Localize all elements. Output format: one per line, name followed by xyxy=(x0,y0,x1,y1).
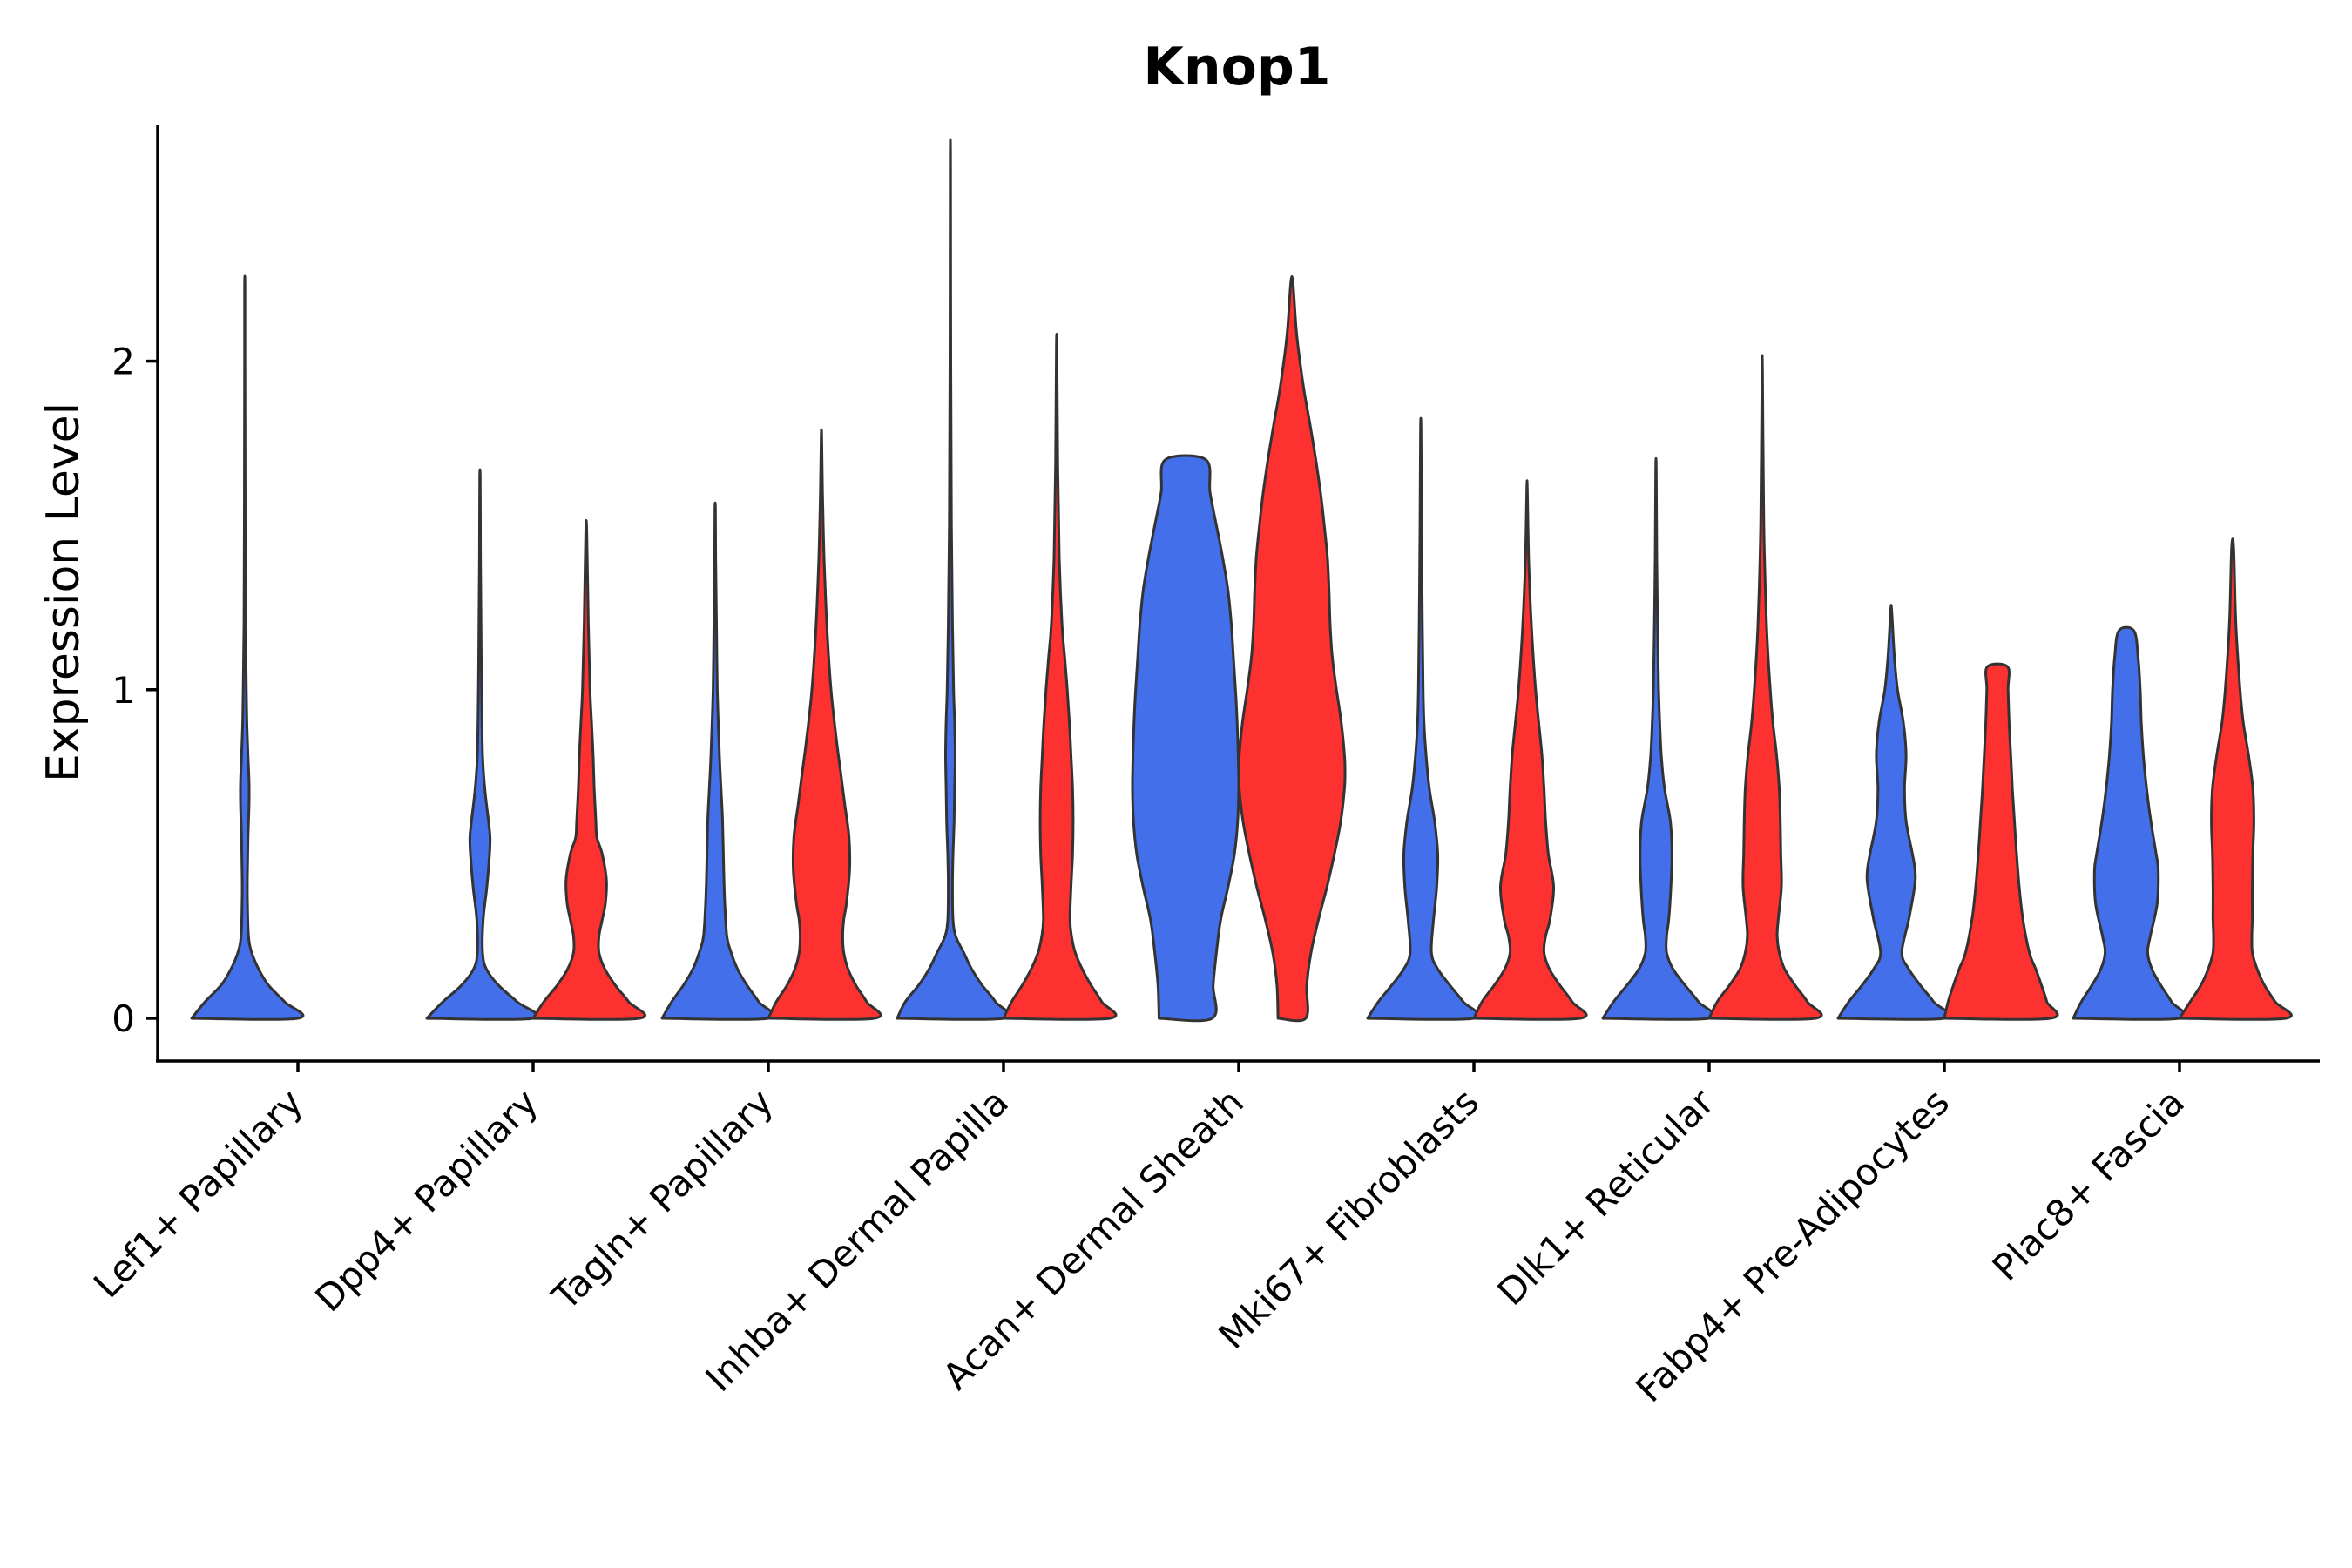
violin-dpp4-papillary-group-1 xyxy=(425,468,539,1021)
y-axis-ticks: 0 1 2 xyxy=(112,341,158,1040)
violin-fabp4-pre-adipocytes-group-1 xyxy=(1836,604,1951,1021)
violin-dpp4-papillary-group-2 xyxy=(531,519,646,1021)
violin-plac8-fascia-group-1 xyxy=(2072,625,2187,1021)
violin-group xyxy=(190,138,2293,1023)
violin-mki67-fibroblasts-group-2 xyxy=(1472,479,1588,1021)
violin-acan-dermal-sheath-group-1 xyxy=(1131,454,1240,1023)
x-tick-label: Lef1+ Papillary xyxy=(85,1080,311,1306)
y-tick-label: 0 xyxy=(112,997,135,1040)
violin-fabp4-pre-adipocytes-group-2 xyxy=(1943,662,2059,1021)
y-axis-label: Expression Level xyxy=(37,402,90,782)
x-tick-label: Dpp4+ Papillary xyxy=(307,1080,546,1320)
violin-lef1-papillary-group-1 xyxy=(190,274,305,1021)
x-tick-label: Mki67+ Fibroblasts xyxy=(1211,1080,1487,1356)
x-tick-label: Tagln+ Papillary xyxy=(544,1080,781,1318)
violin-plac8-fascia-group-2 xyxy=(2178,537,2293,1021)
chart-title: Knop1 xyxy=(1143,37,1330,98)
violin-inhba-dermal-papilla-group-2 xyxy=(1002,332,1118,1021)
y-tick-label: 2 xyxy=(112,341,135,383)
violin-inhba-dermal-papilla-group-1 xyxy=(896,138,1011,1021)
violin-dlk1-reticular-group-1 xyxy=(1601,456,1716,1021)
violin-acan-dermal-sheath-group-2 xyxy=(1237,275,1347,1023)
violin-mki67-fibroblasts-group-1 xyxy=(1366,416,1481,1021)
violin-dlk1-reticular-group-2 xyxy=(1707,354,1823,1021)
x-tick-label: Plac8+ Fascia xyxy=(1984,1080,2193,1288)
violin-tagln-papillary-group-1 xyxy=(660,501,776,1021)
violin-tagln-papillary-group-2 xyxy=(767,428,882,1021)
x-tick-label: Dlk1+ Reticular xyxy=(1490,1080,1723,1314)
y-tick-label: 1 xyxy=(112,669,135,712)
